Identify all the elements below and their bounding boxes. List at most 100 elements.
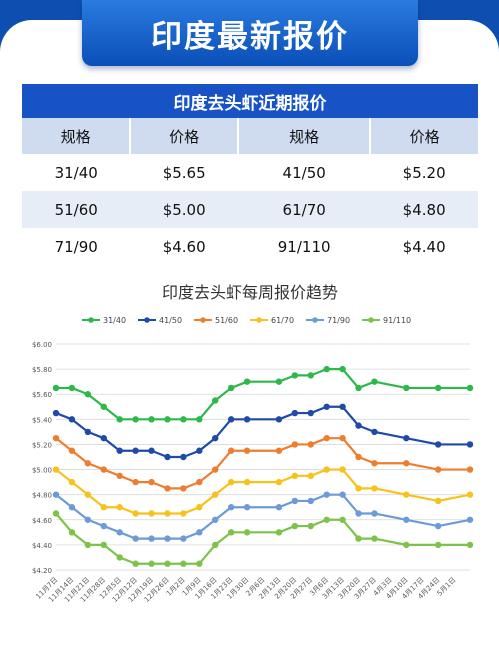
data-point bbox=[227, 529, 235, 536]
legend-label: 71/90 bbox=[327, 316, 350, 325]
data-point bbox=[323, 365, 330, 373]
data-point bbox=[466, 441, 474, 448]
data-point bbox=[100, 522, 107, 530]
data-point bbox=[403, 434, 410, 442]
data-point bbox=[196, 478, 203, 486]
data-point bbox=[466, 491, 474, 498]
y-tick-label: $5.20 bbox=[32, 441, 52, 449]
y-tick-label: $6.00 bbox=[32, 341, 52, 349]
data-point bbox=[307, 472, 314, 480]
y-tick-label: $5.40 bbox=[32, 416, 52, 424]
data-point bbox=[434, 497, 442, 505]
table-title: 印度去头虾近期报价 bbox=[22, 84, 478, 118]
data-point bbox=[116, 504, 123, 511]
size-cell: 41/50 bbox=[282, 163, 326, 182]
data-point bbox=[323, 434, 330, 442]
trend-chart: 印度去头虾每周报价趋势 31/40 41/50 51/60 61/70 71/90 91/1… bbox=[22, 272, 478, 632]
chart-svg: 印度去头虾每周报价趋势 31/40 41/50 51/60 61/70 71/90 91/1… bbox=[32, 283, 474, 604]
data-point bbox=[132, 510, 139, 517]
table-row: 51/60 $5.00 61/70 $4.80 bbox=[22, 191, 478, 228]
data-point bbox=[212, 516, 219, 523]
data-point bbox=[212, 466, 219, 473]
page-title: 印度最新报价 bbox=[151, 18, 349, 55]
data-point bbox=[307, 522, 314, 530]
data-point bbox=[84, 541, 92, 549]
data-point bbox=[307, 409, 314, 417]
data-point bbox=[164, 560, 171, 567]
data-point bbox=[196, 560, 203, 567]
data-point bbox=[148, 560, 155, 567]
data-point bbox=[84, 428, 92, 436]
data-point bbox=[116, 472, 123, 480]
legend-label: 41/50 bbox=[159, 316, 182, 325]
data-point bbox=[275, 504, 283, 511]
data-point bbox=[275, 378, 283, 385]
data-point bbox=[100, 434, 107, 442]
legend-marker bbox=[88, 317, 94, 323]
data-point bbox=[196, 504, 203, 511]
data-point bbox=[100, 541, 107, 549]
data-point bbox=[52, 434, 60, 442]
size-cell: 61/70 bbox=[238, 191, 371, 228]
y-tick-label: $5.80 bbox=[32, 366, 52, 374]
data-point bbox=[180, 485, 187, 492]
data-point bbox=[227, 447, 235, 454]
legend-label: 31/40 bbox=[103, 316, 126, 325]
y-tick-label: $4.40 bbox=[32, 542, 52, 550]
data-point bbox=[84, 460, 92, 467]
data-point bbox=[291, 409, 299, 417]
y-tick-label: $4.80 bbox=[32, 492, 52, 500]
data-point bbox=[403, 516, 410, 523]
data-point bbox=[243, 378, 251, 385]
data-point bbox=[116, 416, 123, 423]
data-point bbox=[403, 541, 410, 549]
data-point bbox=[371, 485, 378, 492]
data-point bbox=[148, 535, 155, 542]
data-point bbox=[275, 478, 283, 486]
data-point bbox=[434, 441, 442, 448]
data-point bbox=[339, 403, 346, 410]
data-point bbox=[227, 384, 235, 392]
data-point bbox=[100, 403, 107, 410]
size-cell: 91/110 bbox=[277, 237, 331, 256]
data-point bbox=[148, 416, 155, 423]
price-cell: $5.20 bbox=[402, 163, 446, 182]
data-point bbox=[291, 472, 299, 480]
data-point bbox=[116, 554, 123, 561]
data-point bbox=[355, 384, 362, 392]
price-cell: $4.40 bbox=[402, 237, 446, 256]
legend-label: 51/60 bbox=[215, 316, 238, 325]
data-point bbox=[275, 416, 283, 423]
data-point bbox=[307, 497, 314, 505]
data-point bbox=[52, 409, 60, 417]
data-point bbox=[466, 516, 474, 523]
data-point bbox=[148, 447, 155, 454]
table-header-row: 规格 价格 规格 价格 bbox=[22, 118, 478, 154]
data-point bbox=[355, 453, 362, 461]
data-point bbox=[339, 516, 346, 523]
data-point bbox=[355, 485, 362, 492]
data-point bbox=[275, 447, 283, 454]
data-point bbox=[180, 416, 187, 423]
data-point bbox=[243, 504, 251, 511]
data-point bbox=[371, 428, 378, 436]
data-point bbox=[68, 529, 76, 536]
data-point bbox=[355, 510, 362, 517]
data-point bbox=[180, 535, 187, 542]
data-point bbox=[339, 434, 346, 442]
data-point bbox=[307, 372, 314, 379]
data-point bbox=[164, 416, 171, 423]
legend-marker bbox=[200, 317, 206, 323]
data-point bbox=[243, 529, 251, 536]
data-point bbox=[403, 460, 410, 467]
legend-marker bbox=[144, 317, 150, 323]
data-point bbox=[339, 365, 346, 373]
y-tick-label: $5.60 bbox=[32, 391, 52, 399]
table-title-row: 印度去头虾近期报价 bbox=[22, 84, 478, 118]
data-point bbox=[371, 535, 378, 542]
data-point bbox=[275, 529, 283, 536]
data-point bbox=[227, 416, 235, 423]
data-point bbox=[466, 541, 474, 549]
data-point bbox=[180, 560, 187, 567]
data-point bbox=[466, 466, 474, 473]
